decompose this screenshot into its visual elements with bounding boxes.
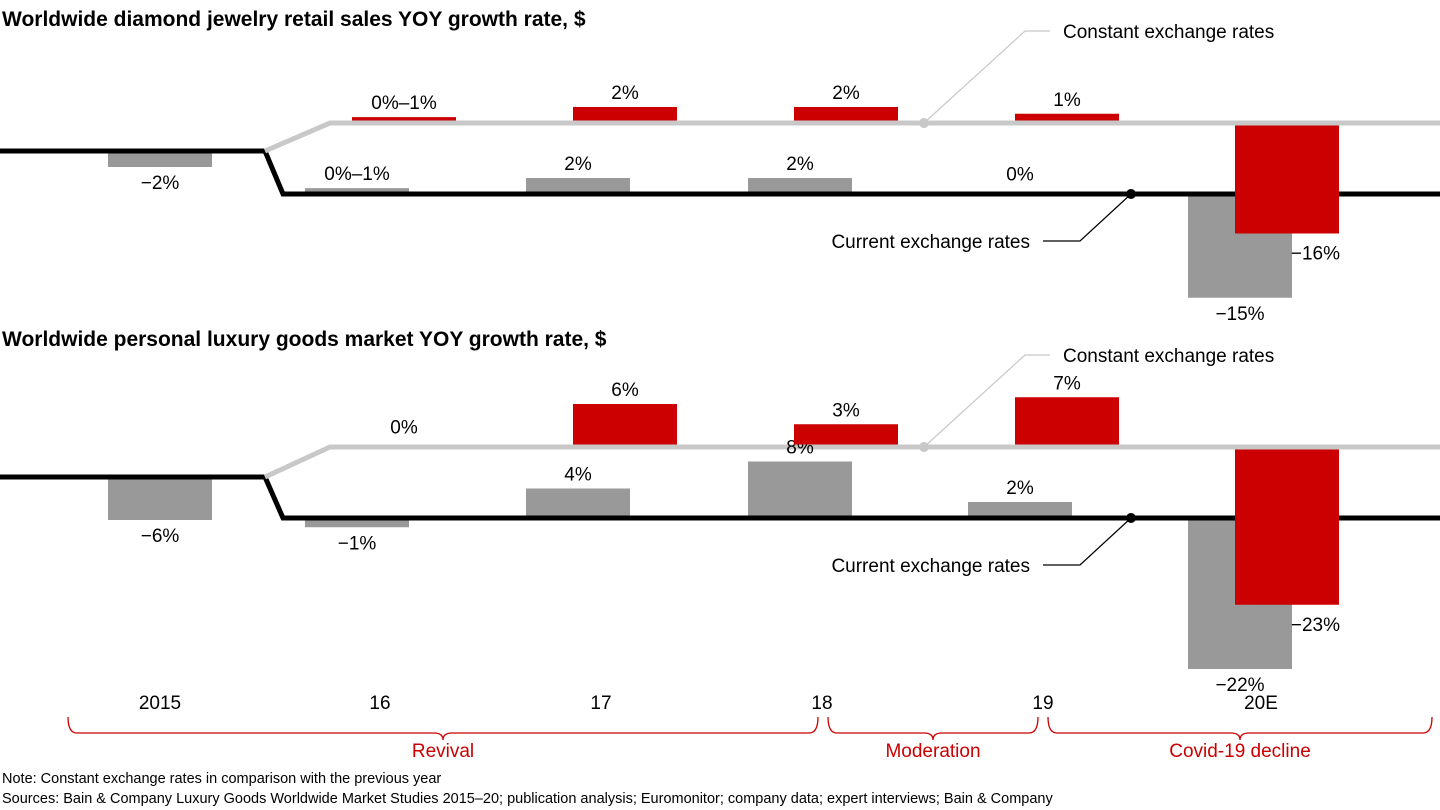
panel1-constant-label-2: 2% [611, 83, 639, 104]
panel1-current-bar-3 [748, 178, 852, 192]
panel2-current-bar-3 [748, 461, 852, 516]
panel1-current-annotation: Current exchange rates [831, 232, 1030, 253]
panel1-current-leader-line [1043, 193, 1132, 242]
panel2-constant-label-2: 6% [611, 380, 639, 401]
panel1-constant-label-4: 1% [1053, 90, 1081, 111]
x-axis-label-3: 18 [811, 693, 832, 714]
panel1-current-baseline [0, 148, 1440, 197]
panel2-current-label-0: −6% [141, 526, 180, 547]
panel1-constant-annotation: Constant exchange rates [1063, 22, 1274, 43]
panel2-current-annotation: Current exchange rates [831, 556, 1030, 577]
panel2-constant-annotation: Constant exchange rates [1063, 346, 1274, 367]
panel2-constant-bar-5 [1235, 449, 1339, 605]
period-bracket-2 [1047, 716, 1433, 741]
panel1-constant-bar-2 [573, 107, 677, 121]
panel2-constant-label-5: −23% [1291, 615, 1340, 636]
panel1-current-label-3: 2% [786, 154, 814, 175]
panel2-current-bar-4 [968, 502, 1072, 516]
footnote: Note: Constant exchange rates in compari… [2, 771, 442, 787]
panel2-constant-label-3: 3% [832, 400, 860, 421]
period-label-1: Moderation [885, 741, 980, 762]
panel2-constant-bar-2 [573, 404, 677, 445]
panel1-constant-label-3: 2% [832, 83, 860, 104]
panel1-current-bar-0 [108, 153, 212, 167]
panel2-current-label-2: 4% [564, 465, 592, 486]
panel2-constant-leader-line [923, 354, 1050, 448]
panel2-current-label-1: −1% [338, 533, 377, 554]
panel2-current-marker-dot [1126, 513, 1136, 523]
sources: Sources: Bain & Company Luxury Goods Wor… [2, 791, 1053, 807]
panel2-current-leader-line [1043, 517, 1132, 566]
x-axis-label-1: 16 [369, 693, 390, 714]
x-axis-label-5: 20E [1244, 693, 1278, 714]
x-axis-label-2: 17 [590, 693, 611, 714]
panel2-current-bar-2 [526, 488, 630, 516]
panel2-current-bar-1 [305, 520, 409, 528]
panel1-constant-baseline [264, 120, 1440, 154]
panel1-current-label-1: 0%–1% [324, 164, 390, 185]
panel1-constant-bar-3 [794, 107, 898, 121]
panel2-constant-marker-dot [919, 442, 929, 452]
panel2-constant-label-1: 0% [390, 418, 418, 439]
panel2-constant-bar-3 [794, 424, 898, 445]
panel1-current-label-5: −15% [1215, 304, 1264, 325]
panel1-constant-marker-dot [919, 118, 929, 128]
panel2-title: Worldwide personal luxury goods market Y… [2, 328, 607, 351]
period-bracket-0 [67, 716, 819, 741]
panel1-constant-bar-1 [352, 117, 456, 121]
panel2-constant-baseline [263, 444, 1440, 480]
period-label-0: Revival [412, 741, 474, 762]
panel2-constant-bar-4 [1015, 397, 1119, 445]
panel1-current-label-4: 0% [1006, 165, 1034, 186]
panel1-current-label-0: −2% [141, 173, 180, 194]
panel1-title: Worldwide diamond jewelry retail sales Y… [2, 8, 586, 31]
x-axis-label-4: 19 [1032, 693, 1053, 714]
panel2-current-label-4: 2% [1006, 478, 1034, 499]
panel1-constant-label-1: 0%–1% [371, 93, 437, 114]
panel2-current-label-5: −22% [1215, 675, 1264, 696]
panel1-current-label-2: 2% [564, 154, 592, 175]
panel2-constant-label-4: 7% [1053, 373, 1081, 394]
panel1-constant-bar-4 [1015, 113, 1119, 121]
panel2-current-baseline [0, 474, 1440, 521]
x-axis-label-0: 2015 [139, 693, 181, 714]
panel1-current-bar-2 [526, 178, 630, 192]
panel1-current-bar-1 [305, 188, 409, 192]
panel1-constant-leader-line [923, 30, 1050, 124]
panel1-constant-bar-5 [1235, 125, 1339, 234]
panel1-current-marker-dot [1126, 189, 1136, 199]
period-label-2: Covid-19 decline [1169, 741, 1311, 762]
panel1-constant-label-5: −16% [1291, 244, 1340, 265]
period-bracket-1 [827, 716, 1039, 741]
panel2-current-bar-0 [108, 479, 212, 520]
